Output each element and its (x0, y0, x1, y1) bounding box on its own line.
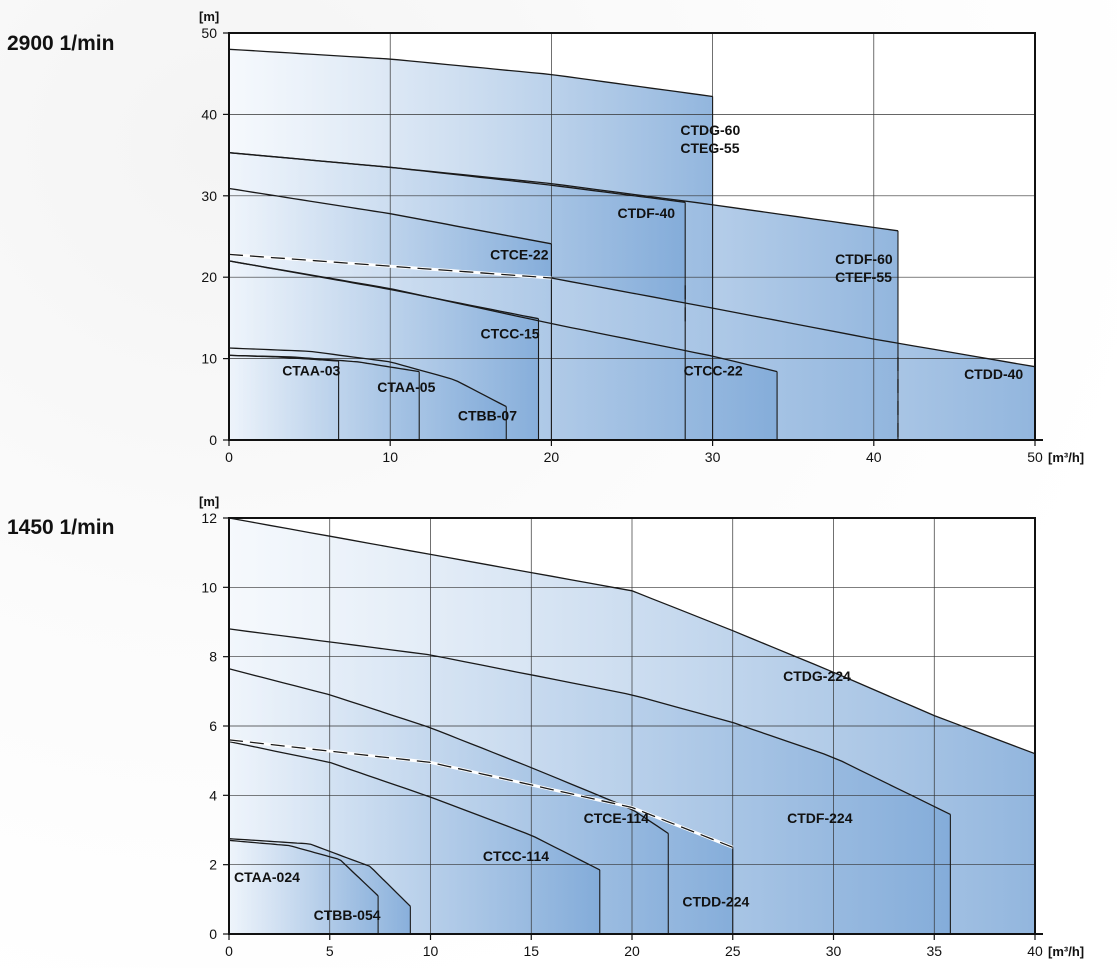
label-ctcc-22: CTCC-22 (684, 363, 743, 379)
curve-ctdf-40 (228, 152, 686, 203)
speed-label-2900: 2900 1/min (7, 32, 115, 55)
chart-2900-rpm: 0 10 20 30 40 5001020304050[m][m³/h]CTDG-60CT… (199, 9, 1084, 465)
y-tick-label: 0 (209, 926, 217, 942)
y-tick-label: 50 (201, 25, 217, 41)
label-ctce-114: CTCE-114 (584, 810, 650, 826)
y-axis-label: [m] (199, 494, 219, 509)
y-tick-label: 20 (201, 269, 217, 285)
y-tick-label: 8 (209, 649, 217, 665)
dashed-curve (228, 253, 552, 279)
x-tick-label: 10 (423, 943, 439, 959)
x-tick-label: 40 (1027, 943, 1043, 959)
curve-ctbb-054 (228, 838, 411, 907)
y-axis-label: [m] (199, 9, 219, 24)
label-ctdf-60-ctef-55: CTDF-60 (835, 251, 893, 267)
y-tick-label: 10 (201, 351, 217, 367)
x-tick-label: 5 (326, 943, 334, 959)
y-tick-label: 2 (209, 857, 217, 873)
area-ctbb-07 (229, 348, 507, 440)
curve-ctaa-05 (228, 354, 420, 373)
x-tick-label: 35 (926, 943, 942, 959)
curve-ctce-22 (228, 187, 552, 245)
label-ctdg-224: CTDG-224 (783, 668, 851, 684)
label-ctdd-40: CTDD-40 (964, 366, 1023, 382)
curve-ctdf-224 (228, 628, 951, 815)
x-tick-label: 0 (225, 449, 233, 465)
label-ctdd-224: CTDD-224 (682, 893, 749, 909)
label-ctdf-60-ctef-55: CTEF-55 (835, 269, 892, 285)
curve-ctcc-15 (228, 260, 539, 320)
x-axis-label: [m³/h] (1048, 944, 1084, 959)
x-tick-label: 25 (725, 943, 741, 959)
label-ctaa-03: CTAA-03 (282, 363, 340, 379)
area-ctbb-054 (229, 838, 411, 934)
label-ctdg-60-cteg-55: CTDG-60 (680, 122, 740, 138)
label-ctcc-114: CTCC-114 (483, 848, 549, 864)
y-tick-label: 40 (201, 106, 217, 122)
y-tick-label: 4 (209, 787, 217, 803)
x-tick-label: 30 (705, 449, 721, 465)
x-tick-label: 40 (866, 449, 882, 465)
x-tick-label: 20 (624, 943, 640, 959)
speed-label-1450: 1450 1/min (7, 516, 115, 539)
curve-ctdg-60-cteg-55 (228, 48, 713, 98)
label-ctaa-05: CTAA-05 (377, 379, 435, 395)
label-ctce-22: CTCE-22 (490, 246, 549, 262)
label-ctbb-07: CTBB-07 (458, 407, 517, 423)
y-tick-label: 10 (201, 579, 217, 595)
y-tick-label: 12 (201, 510, 217, 526)
x-axis-label: [m³/h] (1048, 450, 1084, 465)
dashed-curve (228, 739, 734, 848)
curve-ctce-114 (228, 668, 669, 835)
curve-ctbb-07 (228, 347, 507, 408)
label-ctaa-024: CTAA-024 (234, 869, 300, 885)
y-tick-label: 0 (209, 432, 217, 448)
label-ctdf-40: CTDF-40 (617, 205, 675, 221)
x-tick-label: 0 (225, 943, 233, 959)
label-ctcc-15: CTCC-15 (480, 325, 539, 341)
x-tick-label: 20 (544, 449, 560, 465)
label-ctbb-054: CTBB-054 (314, 907, 381, 923)
curve-ctaa-024 (228, 839, 379, 897)
curve-ctcc-114 (228, 740, 601, 871)
y-tick-label: 30 (201, 188, 217, 204)
x-tick-label: 50 (1027, 449, 1043, 465)
y-tick-label: 6 (209, 718, 217, 734)
label-ctdg-60-cteg-55: CTEG-55 (680, 140, 739, 156)
x-tick-label: 30 (826, 943, 842, 959)
x-tick-label: 15 (523, 943, 539, 959)
curve-ctdg-224 (228, 517, 1036, 755)
x-tick-label: 10 (382, 449, 398, 465)
label-ctdf-224: CTDF-224 (787, 810, 853, 826)
